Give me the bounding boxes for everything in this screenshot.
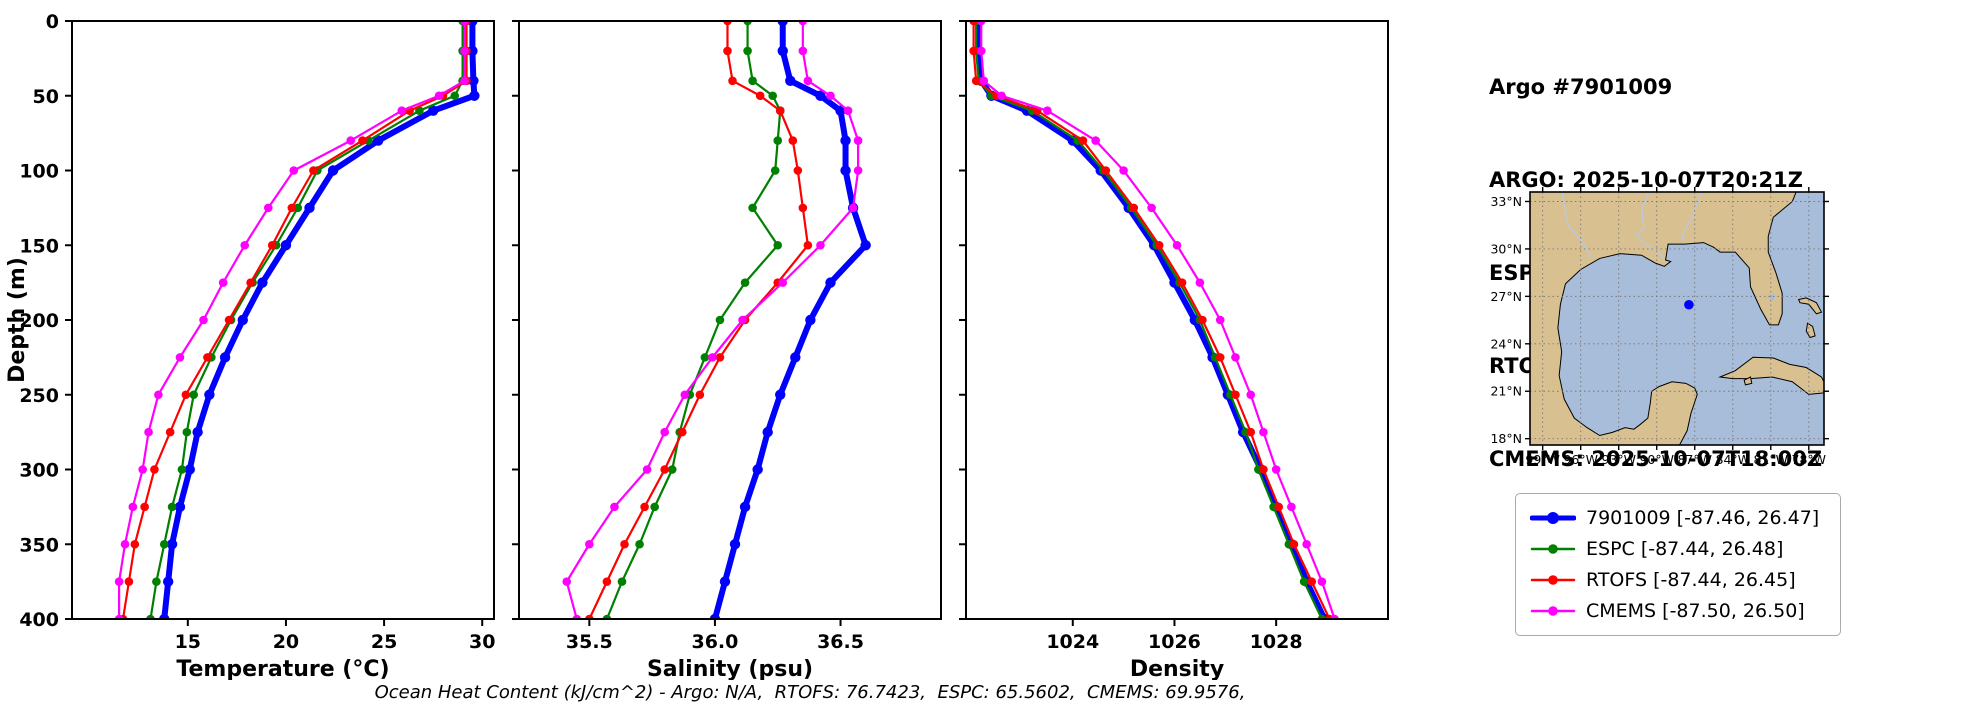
text-label: 20 xyxy=(273,631,299,653)
text-label: 27°N xyxy=(1490,289,1522,304)
text-label: 35.5 xyxy=(566,631,613,653)
profile-markers-CMEMS xyxy=(976,21,1339,619)
profile-markers-RTOFS xyxy=(969,21,1334,619)
text-label: 84°W xyxy=(1716,452,1751,467)
profile-line-RTOFS xyxy=(588,21,809,619)
legend-label: ESPC [-87.44, 26.48] xyxy=(1586,538,1784,560)
text-label: 30 xyxy=(469,631,495,653)
legend-label: 7901009 [-87.46, 26.47] xyxy=(1586,507,1820,529)
text-label: Salinity (psu) xyxy=(647,657,813,680)
text-label: 150 xyxy=(19,235,59,257)
profile-line-7901009 xyxy=(161,21,478,619)
text-label: 81°W xyxy=(1754,452,1789,467)
text-label: 1026 xyxy=(1148,631,1201,653)
profile-markers-RTOFS xyxy=(585,21,813,619)
river-line xyxy=(1681,192,1702,242)
text-label: 99°W xyxy=(1525,452,1560,467)
cmems-time-line: CMEMS: 2025-10-07T18:00Z xyxy=(1489,447,1823,471)
text-label: 78°W xyxy=(1792,452,1827,467)
text-label: 93°W xyxy=(1601,452,1636,467)
text-label: 400 xyxy=(19,609,59,631)
text-label: 1028 xyxy=(1250,631,1303,653)
legend-line-sample xyxy=(1530,512,1576,524)
text-label: 30°N xyxy=(1490,241,1522,256)
argo-id-title: Argo #7901009 xyxy=(1489,75,1673,99)
text-label: 350 xyxy=(19,534,59,556)
panel-temperature-c-: 15 20 25 30050100150200250300350400Temperat… xyxy=(19,11,495,680)
profile-markers-CMEMS xyxy=(562,21,863,619)
map-grid xyxy=(1525,187,1829,450)
depth-axis-label: Depth (m) xyxy=(5,257,30,383)
map-frame xyxy=(1529,191,1825,446)
text-label: 100 xyxy=(19,161,59,183)
legend-line-sample xyxy=(1530,575,1576,585)
text-label: 25 xyxy=(371,631,397,653)
profile-markers-7901009 xyxy=(709,21,871,619)
legend: 7901009 [-87.46, 26.47] ESPC [-87.44, 26.… xyxy=(1515,493,1841,636)
text-label: 200 xyxy=(19,310,59,332)
text-label: 90°W xyxy=(1639,452,1674,467)
text-label: 24°N xyxy=(1490,336,1522,351)
legend-item: ESPC [-87.44, 26.48] xyxy=(1530,538,1826,560)
map-land xyxy=(1530,192,1824,445)
legend-item: RTOFS [-87.44, 26.45] xyxy=(1530,569,1826,591)
legend-label: CMEMS [-87.50, 26.50] xyxy=(1586,600,1805,622)
text-label: 250 xyxy=(19,385,59,407)
legend-item: 7901009 [-87.46, 26.47] xyxy=(1530,507,1826,529)
text-label: 50 xyxy=(33,86,59,108)
legend-item: CMEMS [-87.50, 26.50] xyxy=(1530,600,1826,622)
ohc-footnote: Ocean Heat Content (kJ/cm^2) - Argo: N/A… xyxy=(374,682,1246,703)
profile-markers-7901009 xyxy=(159,21,480,619)
text-label: 87°W xyxy=(1677,452,1712,467)
river-line xyxy=(1561,192,1592,258)
text-label: 36.0 xyxy=(691,631,738,653)
legend-line-sample xyxy=(1530,544,1576,554)
text-label: 18°N xyxy=(1490,431,1522,446)
profile-markers-CMEMS xyxy=(114,21,469,619)
text-label: 15 xyxy=(175,631,201,653)
argo-time-line: ARGO: 2025-10-07T20:21Z xyxy=(1489,168,1803,192)
gulf-of-mexico-map: 99°W 96°W 93°W 90°W 87°W 84°W 81°W 78°W 33°N 30°N… xyxy=(1490,187,1829,467)
panel-density: 1024 1026 1028 Density xyxy=(959,20,1389,680)
profile-charts: 15 20 25 30050100150200250300350400Temperat… xyxy=(5,11,1389,680)
lake xyxy=(1769,294,1776,301)
text-label: 36.5 xyxy=(817,631,864,653)
legend-label: RTOFS [-87.44, 26.45] xyxy=(1586,569,1796,591)
river-line xyxy=(1635,192,1665,261)
legend-line-sample xyxy=(1530,606,1576,616)
axes-frame xyxy=(518,20,942,620)
text-label: Density xyxy=(1130,657,1224,680)
text-label: 21°N xyxy=(1490,384,1522,399)
text-label: 33°N xyxy=(1490,194,1522,209)
text-label: Temperature (°C) xyxy=(176,657,389,680)
text-label: 300 xyxy=(19,460,59,482)
float-position-marker xyxy=(1684,299,1694,310)
text-label: 1024 xyxy=(1046,631,1099,653)
text-label: 0 xyxy=(46,11,59,33)
text-label: 96°W xyxy=(1563,452,1598,467)
